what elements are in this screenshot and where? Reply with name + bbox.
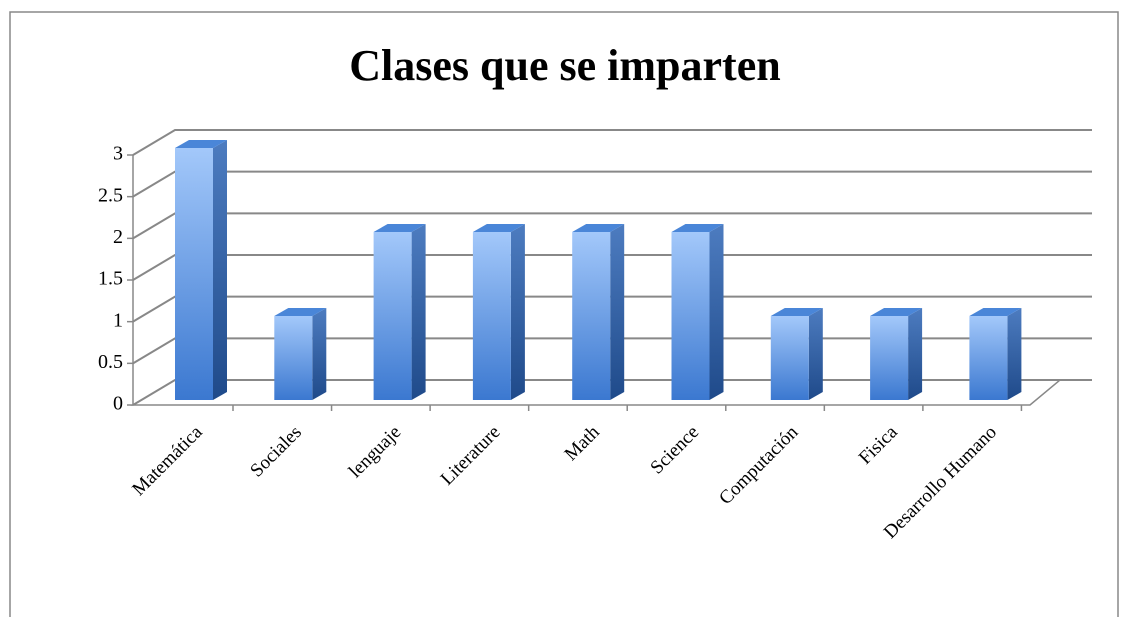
bar-face [808,308,823,400]
x-tick-label: lenguaje [345,422,405,482]
grid-line [132,170,1092,198]
x-tick-label: Literature [437,422,505,490]
y-tick-label: 2.5 [98,184,123,206]
chart-border [9,11,1119,617]
bar-face [312,308,327,400]
bar-face [274,308,327,316]
bar-face [610,224,625,400]
bar-face [870,316,909,400]
bar-face [373,224,426,232]
bar-face [472,232,511,400]
bar [274,308,327,400]
bar-face [969,316,1008,400]
bar [770,308,823,400]
y-tick-label: 1.5 [98,268,123,290]
y-tick-label: 0.5 [98,351,123,373]
x-tick-label: Matemática [128,421,207,500]
bar [870,308,923,400]
bar-face [411,224,426,400]
bar-face [1007,308,1022,400]
bar-face [373,232,412,400]
bar [472,224,525,400]
x-tick-label: Fisica [855,421,902,468]
bar-face [870,308,923,316]
bar-face [671,232,710,400]
bar-face [274,316,313,400]
bar-face [770,308,823,316]
bar-face [969,308,1022,316]
y-tick-label: 0 [113,393,123,415]
grid-line [132,129,1092,156]
bar-face [908,308,923,400]
chart-title: Clases que se imparten [349,41,780,90]
bar-face [213,140,227,400]
x-tick-label: Sociales [246,422,306,482]
y-tick-label: 1 [113,309,123,331]
bar-face [770,316,809,400]
y-tick-label: 2 [113,226,123,248]
bar [373,224,426,400]
y-tick-label: 3 [113,143,123,165]
bar-face [472,224,525,232]
x-tick-label: Math [561,421,605,465]
bar [969,308,1022,400]
bar-face [572,224,625,232]
bar [572,224,625,400]
bar [671,224,724,400]
x-tick-label: Science [646,422,703,479]
bar-face [671,224,724,232]
bar-face [175,148,213,400]
bar-face [175,140,227,148]
bar-face [572,232,611,400]
bar-face [709,224,724,400]
bar [175,140,227,400]
bar-face [510,224,525,400]
x-tick-label: Computación [715,421,803,509]
